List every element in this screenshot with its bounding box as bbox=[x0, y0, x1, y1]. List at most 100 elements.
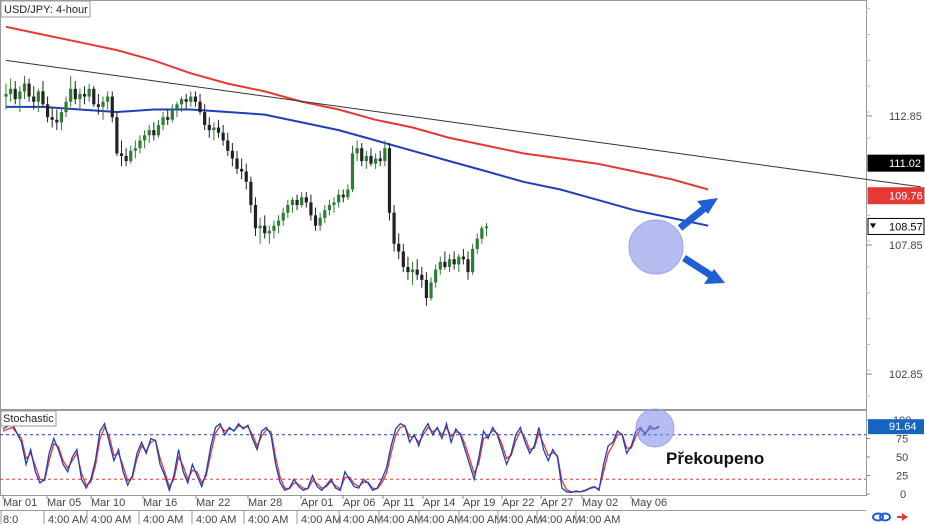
date-label: Mar 05 bbox=[47, 497, 81, 509]
overbought-highlight-circle bbox=[635, 408, 675, 448]
candle-body bbox=[387, 148, 392, 213]
candle-body bbox=[346, 189, 350, 198]
annotation-prekoupeno: Překoupeno bbox=[666, 449, 764, 468]
candle-body bbox=[452, 259, 456, 265]
candle-body bbox=[364, 155, 368, 162]
candle-body bbox=[27, 83, 31, 97]
candle-body bbox=[332, 202, 336, 205]
candle-body bbox=[41, 91, 45, 105]
stochastic-value-tag bbox=[868, 419, 924, 435]
candle-body bbox=[138, 140, 142, 149]
candle-body bbox=[175, 104, 179, 110]
time-label: 4:00 AM bbox=[541, 514, 581, 525]
time-label: 4:00 AM bbox=[301, 514, 341, 525]
time-label: 4:00 AM bbox=[48, 514, 88, 525]
candle-body bbox=[397, 243, 401, 252]
candle-body bbox=[374, 158, 378, 164]
arrow-right-icon[interactable] bbox=[897, 513, 908, 521]
price-tags: 111.02 109.76 108.57 bbox=[867, 154, 925, 235]
candle-body bbox=[337, 194, 341, 203]
candle-body bbox=[69, 88, 73, 102]
date-labels: Mar 01 Mar 05 Mar 10 Mar 16 Mar 22 Mar 28 Apr … bbox=[2, 495, 667, 509]
time-label: 4:00 AM bbox=[580, 514, 620, 525]
candle-body bbox=[235, 158, 239, 169]
candle-body bbox=[415, 269, 419, 275]
date-label: May 02 bbox=[582, 497, 618, 509]
moving-averages bbox=[5, 25, 709, 227]
candle-body bbox=[45, 104, 50, 118]
date-label: Mar 28 bbox=[248, 497, 282, 509]
candle-body bbox=[92, 88, 96, 105]
price-tag-label: 109.76 bbox=[889, 191, 923, 203]
candle-body bbox=[184, 99, 188, 102]
candle-body bbox=[327, 205, 331, 211]
candle-body bbox=[429, 282, 433, 298]
stochastic-pane-frame bbox=[0, 410, 867, 496]
candle-body bbox=[286, 205, 290, 213]
candle-body bbox=[406, 266, 410, 273]
stochastic-tick-label: 50 bbox=[896, 452, 908, 464]
arrow-down-icon bbox=[682, 255, 725, 284]
price-tag-box bbox=[867, 187, 925, 205]
candlesticks bbox=[4, 75, 489, 306]
link-icon[interactable] bbox=[872, 512, 891, 522]
candle-body bbox=[313, 215, 318, 226]
candle-body bbox=[32, 96, 36, 102]
candle-body bbox=[198, 101, 202, 113]
candle-body bbox=[350, 153, 355, 190]
price-tick-label: 112.85 bbox=[889, 111, 922, 123]
date-label: Mar 01 bbox=[3, 497, 37, 509]
candle-body bbox=[133, 148, 137, 151]
candle-body bbox=[383, 148, 387, 162]
candle-body bbox=[119, 153, 124, 156]
candle-body bbox=[438, 261, 442, 270]
price-tick-label: 107.85 bbox=[889, 240, 923, 252]
candle-body bbox=[281, 212, 285, 221]
candle-body bbox=[73, 88, 77, 100]
candle-body bbox=[115, 117, 119, 154]
candle-body bbox=[96, 104, 100, 107]
candle-body bbox=[360, 148, 364, 162]
date-label: Apr 01 bbox=[301, 497, 333, 509]
candle-body bbox=[272, 225, 276, 231]
stochastic-tick-label: 75 bbox=[896, 434, 908, 446]
date-label: Apr 06 bbox=[343, 497, 375, 509]
candle-body bbox=[152, 130, 156, 136]
candle-body bbox=[101, 101, 105, 107]
candle-body bbox=[263, 225, 267, 234]
time-label: 4:00 AM bbox=[248, 514, 288, 525]
date-label: Apr 19 bbox=[463, 497, 495, 509]
chart-title: USD/JPY: 4-hour bbox=[4, 4, 88, 16]
candle-body bbox=[240, 168, 244, 172]
candle-body bbox=[18, 91, 22, 100]
candle-body bbox=[129, 150, 133, 162]
time-label: 4:00 AM bbox=[463, 514, 503, 525]
ma-blue-line bbox=[6, 105, 709, 227]
date-label: Apr 22 bbox=[502, 497, 534, 509]
stochastic-label-box bbox=[0, 410, 57, 427]
candle-body bbox=[203, 112, 207, 125]
candle-body bbox=[161, 117, 165, 125]
stochastic-label: Stochastic bbox=[3, 413, 54, 425]
candle-body bbox=[221, 132, 225, 141]
candle-body bbox=[410, 269, 415, 273]
candle-body bbox=[207, 124, 211, 131]
candle-body bbox=[212, 127, 216, 131]
candle-body bbox=[59, 112, 64, 123]
stochastic-axis: 100755025091.64 bbox=[866, 415, 924, 501]
stochastic-k-line bbox=[2, 421, 660, 494]
chart-title-box bbox=[0, 0, 91, 18]
candle-body bbox=[124, 155, 128, 162]
time-labels: 8:0 4:00 AM 4:00 AM 4:00 AM 4:00 AM 4:00 AM 4:… bbox=[0, 511, 620, 525]
candle-body bbox=[295, 199, 299, 205]
candle-body bbox=[276, 220, 281, 226]
stochastic-tick-label: 0 bbox=[900, 489, 906, 501]
date-label: Mar 16 bbox=[143, 497, 177, 509]
candle-body bbox=[341, 194, 345, 198]
candle-body bbox=[392, 212, 396, 244]
candle-body bbox=[253, 205, 258, 229]
date-label: Apr 27 bbox=[541, 497, 573, 509]
time-label: 4:00 AM bbox=[91, 514, 131, 525]
candle-body bbox=[475, 238, 479, 249]
